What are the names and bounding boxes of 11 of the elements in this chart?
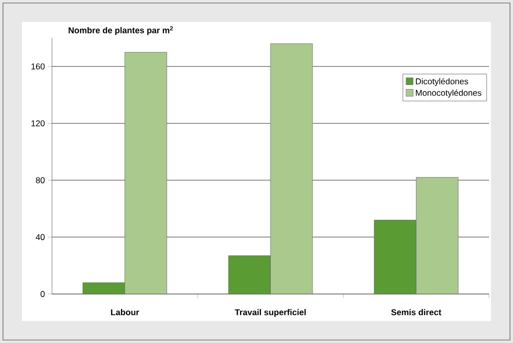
legend-label: Dicotylédones — [416, 78, 468, 86]
x-tick-label: Labour — [111, 309, 140, 316]
y-tick-label: 40 — [36, 234, 45, 240]
x-tick-label: Travail superficiel — [234, 309, 306, 317]
y-tick-label: 160 — [31, 63, 45, 70]
y-axis-title: Nombre de plantes par m$^{2}$ — [68, 26, 173, 35]
y-tick-label: 0 — [40, 291, 45, 297]
y-tick-label: 120 — [31, 120, 45, 126]
legend-label: Monocotylédones — [416, 90, 482, 98]
x-tick-label: Semis direct — [391, 309, 442, 316]
y-tick-label: 80 — [36, 177, 45, 184]
